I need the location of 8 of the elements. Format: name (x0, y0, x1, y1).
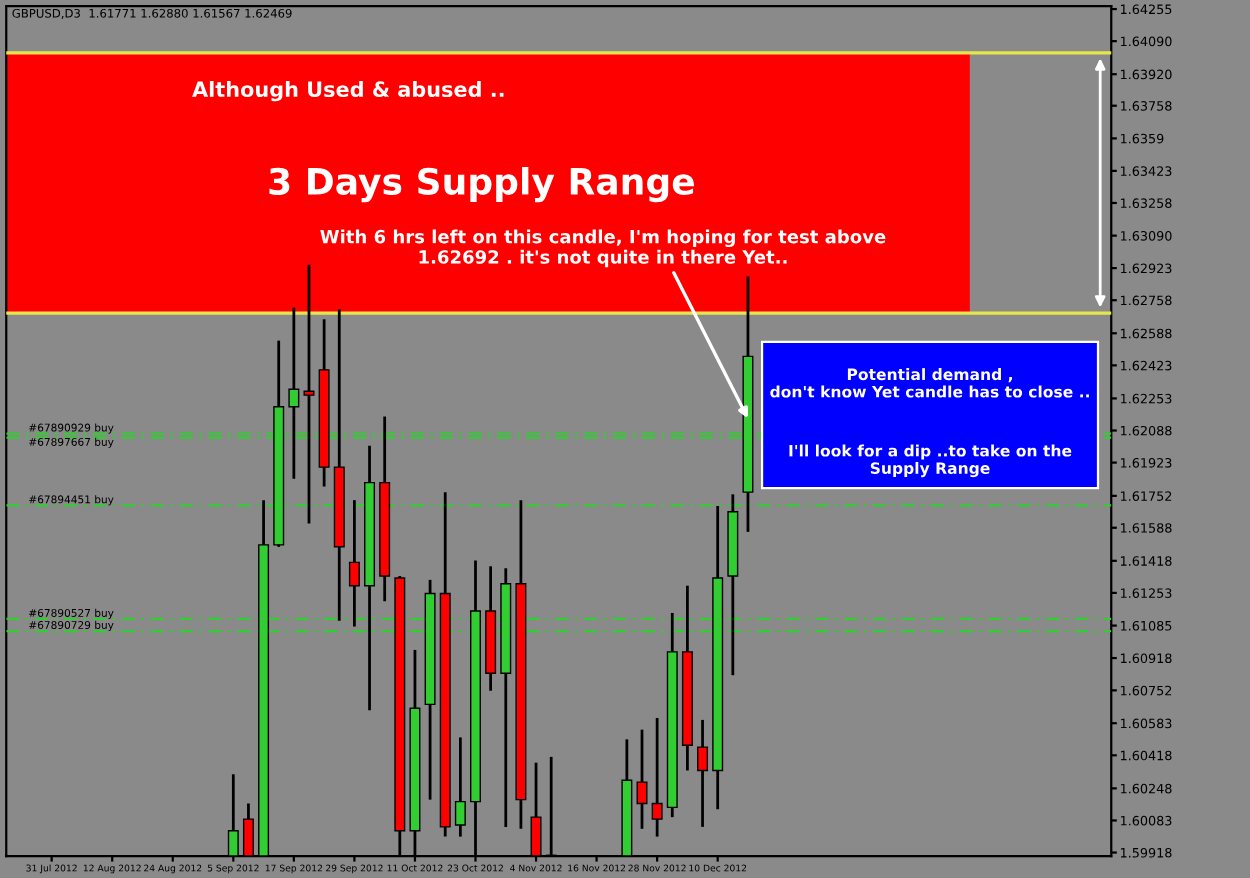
candlestick (636, 728, 648, 831)
candlestick (697, 718, 709, 829)
annotation: With 6 hrs left on this candle, I'm hoping for test above 1.62692 . it's not quite in there Yet.. (320, 229, 886, 268)
annotation: Although Used & abused .. (192, 80, 504, 102)
candlestick (651, 716, 663, 838)
candlestick (454, 736, 466, 838)
annotation: 3 Days Supply Range (269, 167, 694, 203)
candlestick (348, 498, 360, 628)
